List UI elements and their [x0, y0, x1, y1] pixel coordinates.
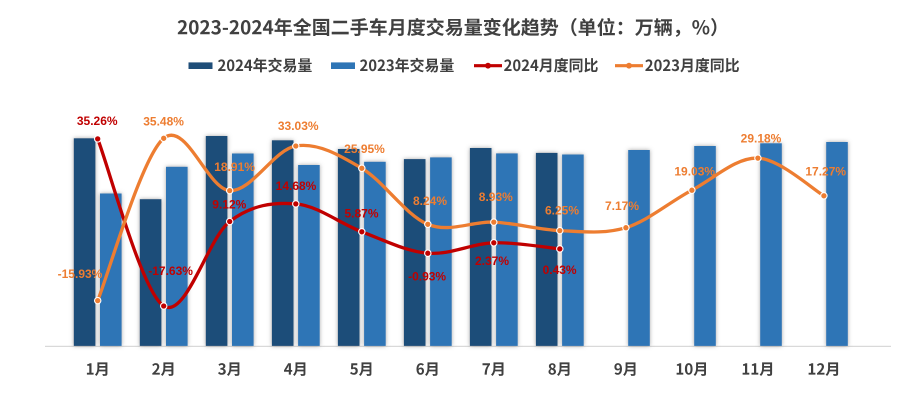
svg-text:17.27%: 17.27% — [805, 165, 846, 179]
svg-text:5.87%: 5.87% — [344, 206, 378, 220]
svg-text:8.93%: 8.93% — [479, 190, 513, 204]
svg-text:0.43%: 0.43% — [543, 263, 577, 277]
svg-text:18.91%: 18.91% — [214, 160, 255, 174]
svg-text:29.18%: 29.18% — [741, 132, 782, 146]
svg-text:25.95%: 25.95% — [344, 142, 385, 156]
svg-text:9.12%: 9.12% — [212, 197, 246, 211]
svg-text:35.48%: 35.48% — [143, 114, 184, 128]
svg-text:7.17%: 7.17% — [605, 199, 639, 213]
svg-text:33.03%: 33.03% — [278, 119, 319, 133]
svg-text:8.24%: 8.24% — [413, 194, 447, 208]
svg-text:6.25%: 6.25% — [545, 203, 579, 217]
svg-text:14.68%: 14.68% — [276, 179, 317, 193]
svg-text:2.37%: 2.37% — [475, 254, 509, 268]
svg-text:-0.93%: -0.93% — [408, 269, 446, 283]
svg-text:35.26%: 35.26% — [77, 114, 118, 128]
svg-text:-17.63%: -17.63% — [148, 264, 193, 278]
svg-text:-15.93%: -15.93% — [58, 267, 103, 281]
svg-text:19.03%: 19.03% — [674, 165, 715, 179]
